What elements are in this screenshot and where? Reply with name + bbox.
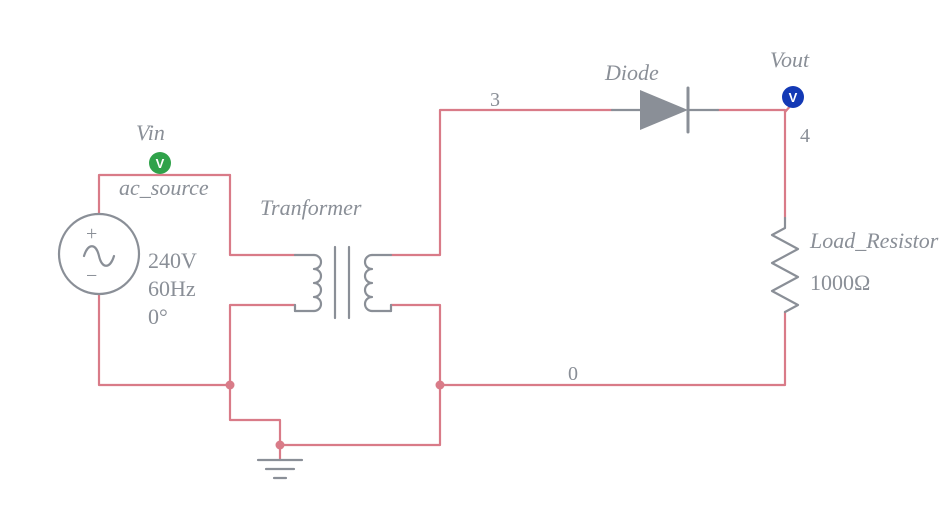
vin-label: Vin <box>136 120 165 145</box>
ac-source-name: ac_source <box>119 175 209 200</box>
resistor-name: Load_Resistor <box>809 228 939 253</box>
source-phase: 0° <box>148 304 168 329</box>
circuit-canvas: + − V V <box>0 0 951 510</box>
node-0: 0 <box>568 363 578 385</box>
transformer-name: Tranformer <box>260 195 362 220</box>
ac-source <box>59 214 139 294</box>
labels: Vin ac_source 240V 60Hz 0° Tranformer Di… <box>119 47 939 385</box>
vout-badge: V <box>782 86 804 108</box>
resistor-value: 1000Ω <box>810 270 870 295</box>
node-4: 4 <box>800 125 810 147</box>
source-plus: + <box>86 223 97 245</box>
source-voltage: 240V <box>148 248 197 273</box>
svg-text:V: V <box>789 90 798 105</box>
wire-net <box>99 104 792 460</box>
diode <box>612 88 718 132</box>
load-resistor <box>772 218 798 312</box>
vout-label: Vout <box>770 47 810 72</box>
source-freq: 60Hz <box>148 276 196 301</box>
transformer <box>295 247 391 318</box>
diode-name: Diode <box>604 60 659 85</box>
ground-symbol <box>258 460 302 478</box>
svg-text:V: V <box>156 156 165 171</box>
junction-dots <box>226 381 445 450</box>
vin-badge: V <box>149 152 171 174</box>
source-minus: − <box>86 265 97 287</box>
node-3: 3 <box>490 89 500 111</box>
